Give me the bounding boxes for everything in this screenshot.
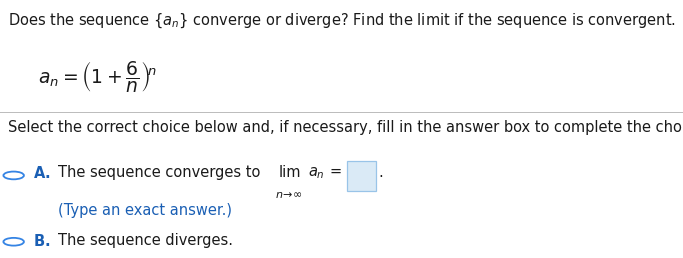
Text: $a_n\, =$: $a_n\, =$ xyxy=(308,165,342,181)
FancyBboxPatch shape xyxy=(347,161,376,191)
Text: (Type an exact answer.): (Type an exact answer.) xyxy=(58,203,232,217)
Text: $\bf{B.}$: $\bf{B.}$ xyxy=(33,233,50,249)
Text: Select the correct choice below and, if necessary, fill in the answer box to com: Select the correct choice below and, if … xyxy=(8,120,683,135)
Text: The sequence diverges.: The sequence diverges. xyxy=(58,233,233,248)
Text: Does the sequence $\{a_n\}$ converge or diverge? Find the limit if the sequence : Does the sequence $\{a_n\}$ converge or … xyxy=(8,12,676,30)
Text: $\bf{A.}$: $\bf{A.}$ xyxy=(33,165,51,181)
Text: $n\!\rightarrow\!\infty$: $n\!\rightarrow\!\infty$ xyxy=(275,190,303,200)
Text: The sequence converges to: The sequence converges to xyxy=(58,165,260,180)
Text: .: . xyxy=(378,165,383,180)
Text: lim: lim xyxy=(279,165,301,180)
Text: $a_n = \left(1+\dfrac{6}{n}\right)^{\!n}$: $a_n = \left(1+\dfrac{6}{n}\right)^{\!n}… xyxy=(38,59,157,94)
